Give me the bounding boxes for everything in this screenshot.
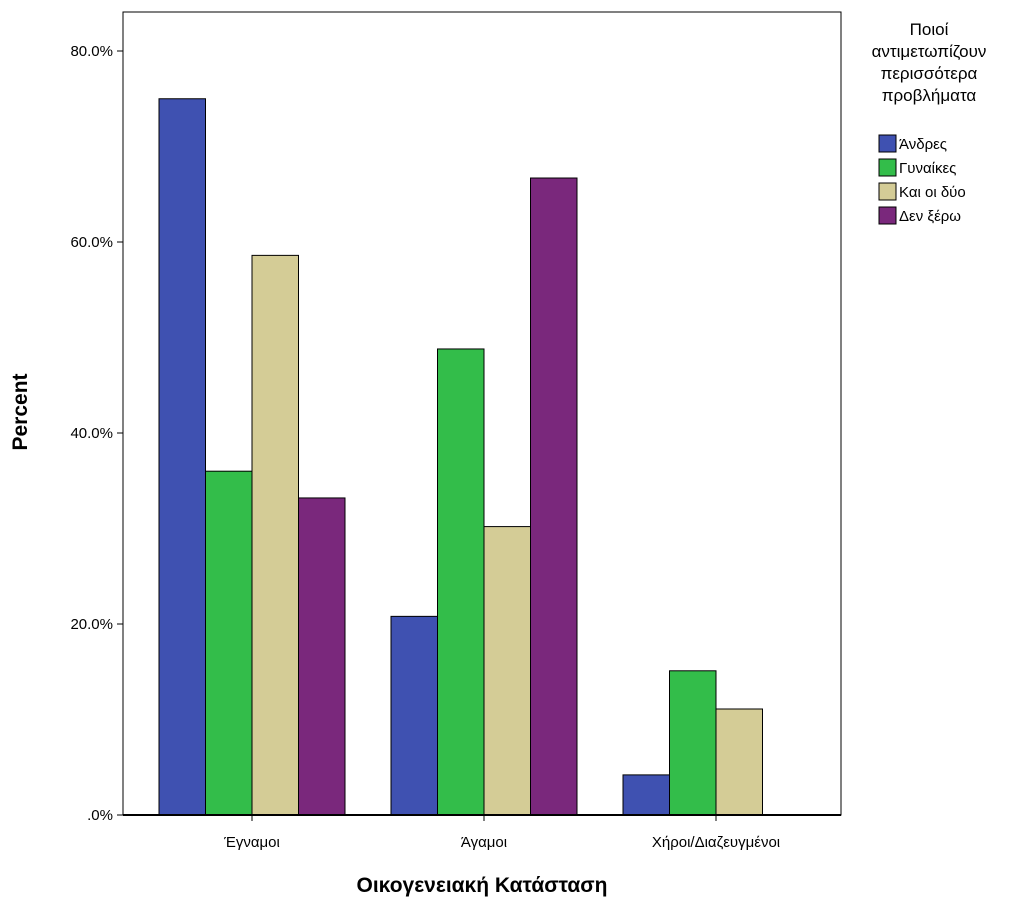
legend-item-label: Και οι δύο bbox=[899, 184, 966, 201]
y-tick-label: 60.0% bbox=[70, 234, 113, 251]
legend-title-line: περισσότερα bbox=[881, 64, 978, 83]
y-tick-label: 20.0% bbox=[70, 616, 113, 633]
bar bbox=[483, 526, 531, 816]
legend-swatch bbox=[878, 158, 897, 177]
y-tick-label: .0% bbox=[87, 807, 113, 824]
bar bbox=[437, 348, 485, 816]
legend-title-line: Ποιοί bbox=[910, 20, 949, 39]
x-axis-ticks: Έγναμοι Άγαμοι Χήροι/Διαζευγμένοι bbox=[223, 815, 780, 851]
legend-item-label: Άνδρες bbox=[899, 136, 947, 153]
bar bbox=[622, 774, 670, 816]
y-tick-label: 80.0% bbox=[70, 43, 113, 60]
bar bbox=[205, 470, 253, 816]
legend-title-line: αντιμετωπίζουν bbox=[872, 42, 987, 61]
y-tick-label: 40.0% bbox=[70, 425, 113, 442]
bar bbox=[669, 670, 717, 816]
legend-title-line: προβλήματα bbox=[882, 86, 977, 105]
legend-swatch bbox=[878, 182, 897, 201]
legend: Ποιοί αντιμετωπίζουν περισσότερα προβλήματα… bbox=[872, 20, 987, 225]
x-tick-label: Άγαμοι bbox=[461, 834, 507, 851]
y-axis-title: Percent bbox=[9, 373, 32, 450]
legend-swatch bbox=[878, 134, 897, 153]
x-tick-label: Χήροι/Διαζευγμένοι bbox=[652, 834, 780, 851]
bar bbox=[158, 98, 206, 816]
bar bbox=[251, 254, 299, 816]
bars bbox=[158, 98, 763, 816]
bar bbox=[715, 708, 763, 816]
legend-item-label: Γυναίκες bbox=[899, 160, 956, 177]
bar bbox=[530, 177, 578, 816]
y-axis-ticks: .0% 20.0% 40.0% 60.0% 80.0% bbox=[70, 43, 123, 824]
bar bbox=[390, 615, 438, 816]
bar bbox=[298, 497, 346, 816]
legend-swatch bbox=[878, 206, 897, 225]
legend-item-label: Δεν ξέρω bbox=[899, 208, 961, 225]
x-tick-label: Έγναμοι bbox=[223, 834, 280, 851]
x-axis-title: Οικογενειακή Κατάσταση bbox=[357, 874, 608, 897]
